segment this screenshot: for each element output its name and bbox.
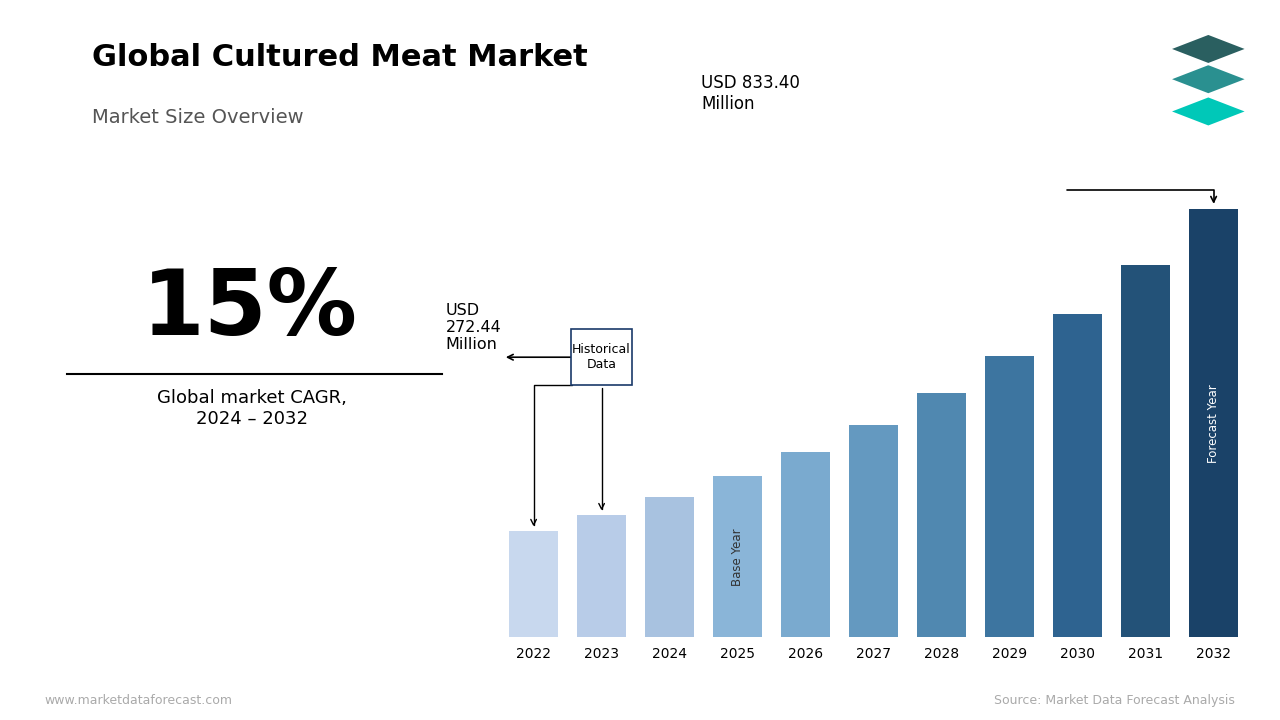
FancyBboxPatch shape xyxy=(571,329,632,385)
Text: Forecast Year: Forecast Year xyxy=(1207,384,1220,462)
Bar xyxy=(713,477,762,637)
Text: 15%: 15% xyxy=(142,266,357,354)
Text: Historical
Data: Historical Data xyxy=(572,343,631,372)
Bar xyxy=(577,516,626,637)
Polygon shape xyxy=(1169,96,1248,127)
Bar xyxy=(849,425,899,637)
Text: Base Year: Base Year xyxy=(731,528,744,585)
Bar xyxy=(509,531,558,637)
Polygon shape xyxy=(1169,64,1248,94)
Bar xyxy=(1189,210,1238,637)
Text: Market Size Overview: Market Size Overview xyxy=(92,108,303,127)
Bar xyxy=(1121,265,1170,637)
Text: www.marketdataforecast.com: www.marketdataforecast.com xyxy=(45,694,233,707)
Bar xyxy=(986,356,1034,637)
Bar xyxy=(645,498,694,637)
Text: Global Cultured Meat Market: Global Cultured Meat Market xyxy=(92,43,588,72)
Bar xyxy=(918,392,966,637)
Text: USD
272.44
Million: USD 272.44 Million xyxy=(445,302,502,353)
Text: Source: Market Data Forecast Analysis: Source: Market Data Forecast Analysis xyxy=(995,694,1235,707)
Bar xyxy=(781,452,831,637)
Polygon shape xyxy=(1169,34,1248,64)
Bar xyxy=(1053,313,1102,637)
Text: USD 833.40
Million: USD 833.40 Million xyxy=(701,74,800,113)
Text: Global market CAGR,
2024 – 2032: Global market CAGR, 2024 – 2032 xyxy=(157,389,347,428)
